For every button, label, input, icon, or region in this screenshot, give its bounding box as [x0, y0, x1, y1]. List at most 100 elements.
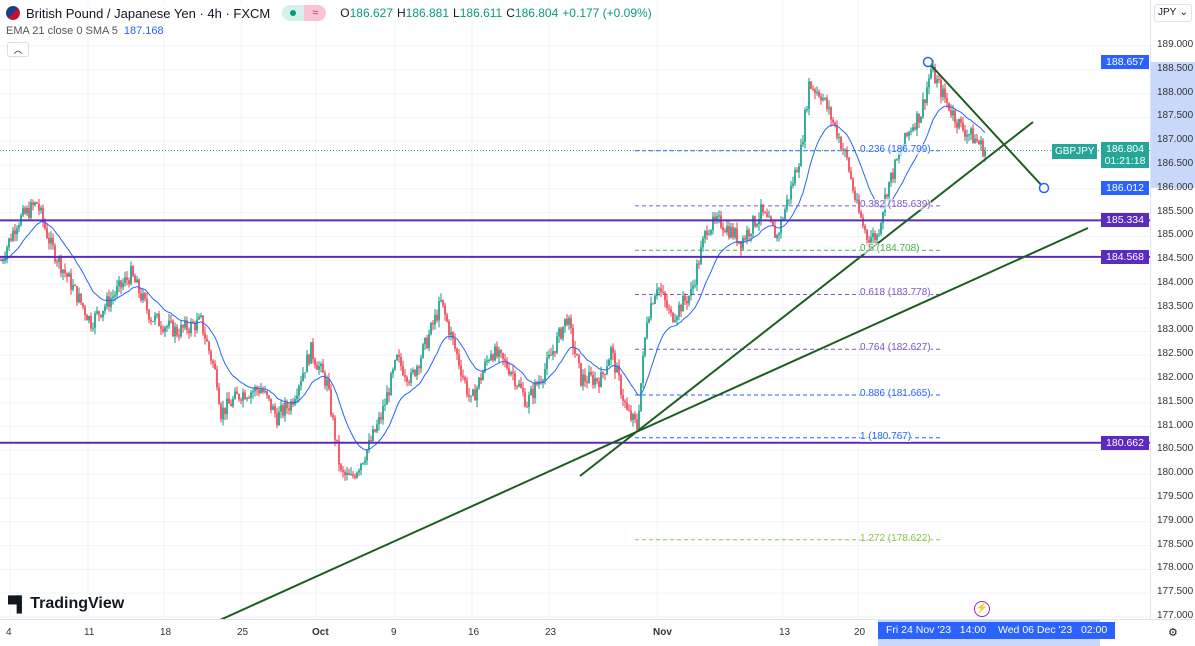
- candle: [694, 279, 696, 289]
- candle: [204, 326, 206, 345]
- candle: [786, 194, 788, 213]
- candle: [712, 212, 714, 235]
- candle: [592, 370, 594, 389]
- candle: [934, 63, 936, 84]
- candle: [880, 221, 882, 236]
- trendline[interactable]: [927, 61, 1045, 189]
- candle: [306, 350, 308, 373]
- candle: [124, 271, 126, 287]
- candle: [150, 316, 152, 325]
- candle: [906, 131, 908, 138]
- trendline[interactable]: [219, 227, 1089, 619]
- candle: [764, 210, 766, 214]
- candle: [812, 85, 814, 92]
- candle: [266, 390, 268, 399]
- candle: [892, 168, 894, 184]
- candle: [30, 198, 32, 220]
- candle: [72, 278, 74, 292]
- candle: [646, 316, 648, 340]
- candle: [836, 120, 838, 140]
- candle: [388, 387, 390, 403]
- candle: [550, 347, 552, 356]
- candle: [366, 449, 368, 466]
- candle: [392, 367, 394, 379]
- trendline-handle[interactable]: [922, 56, 934, 68]
- candle: [200, 313, 202, 319]
- candle: [722, 222, 724, 237]
- candle: [182, 324, 184, 333]
- candle: [210, 349, 212, 365]
- settings-icon[interactable]: ⚙: [1168, 627, 1178, 639]
- candle: [290, 398, 292, 415]
- candle: [538, 374, 540, 389]
- trendline-handle[interactable]: [1038, 182, 1050, 194]
- candle: [740, 240, 742, 256]
- time-range-end: Wed 06 Dec '23 02:00: [990, 622, 1116, 639]
- trendline[interactable]: [579, 121, 1034, 477]
- candle: [180, 320, 182, 339]
- chevron-down-icon: ⌄: [1179, 7, 1188, 18]
- price-chart[interactable]: [0, 0, 1150, 619]
- candle: [454, 333, 456, 352]
- fib-level-label: 0.382 (185.639): [860, 198, 931, 210]
- price-tick: 177.500: [1157, 586, 1194, 598]
- candle: [920, 116, 922, 124]
- candle: [346, 466, 348, 481]
- candle: [302, 367, 304, 382]
- candle: [88, 315, 90, 324]
- candle: [644, 337, 646, 358]
- indicator-legend[interactable]: EMA 21 close 0 SMA 5 187.168: [6, 25, 164, 37]
- candle: [800, 138, 802, 167]
- market-open-icon: [282, 5, 305, 21]
- candle: [96, 306, 98, 316]
- price-tick: 180.500: [1157, 443, 1194, 455]
- candle: [238, 393, 240, 402]
- candle: [364, 456, 366, 466]
- candle: [134, 273, 136, 283]
- candle: [572, 323, 574, 355]
- candle: [216, 365, 218, 391]
- collapse-legend-button[interactable]: ︿: [7, 42, 29, 57]
- tradingview-logo[interactable]: ▀▌ TradingView: [8, 595, 125, 613]
- fib-level-label: 1 (180.767): [860, 430, 912, 442]
- currency-select[interactable]: JPY ⌄: [1154, 4, 1192, 22]
- candle: [408, 379, 410, 386]
- candle: [394, 359, 396, 372]
- lightning-event-icon[interactable]: ⚡: [974, 601, 990, 617]
- candle: [622, 388, 624, 406]
- fib-level-label: 0.764 (182.627): [860, 342, 931, 354]
- candle: [450, 326, 452, 341]
- candle: [144, 292, 146, 302]
- candle: [244, 389, 246, 400]
- candle: [942, 84, 944, 101]
- candle: [496, 341, 498, 359]
- ema-line[interactable]: [0, 105, 986, 451]
- price-tick: 184.500: [1157, 253, 1194, 265]
- candle: [848, 156, 850, 174]
- candle: [918, 113, 920, 128]
- candle: [506, 357, 508, 370]
- candle: [568, 315, 570, 330]
- candle: [62, 269, 64, 281]
- candle: [890, 172, 892, 188]
- candle: [102, 310, 104, 322]
- candle: [226, 392, 228, 420]
- price-tick: 188.000: [1157, 86, 1194, 98]
- candle: [936, 74, 938, 88]
- candle: [202, 315, 204, 336]
- candle: [370, 435, 372, 442]
- candle: [246, 396, 248, 402]
- candle: [434, 309, 436, 330]
- candle: [272, 403, 274, 411]
- candle: [752, 215, 754, 238]
- market-status[interactable]: ≈: [282, 5, 327, 21]
- candle: [604, 373, 606, 381]
- candle: [962, 117, 964, 133]
- candle: [10, 233, 12, 242]
- candle: [908, 130, 910, 141]
- candle: [814, 87, 816, 100]
- candle: [214, 360, 216, 370]
- candle: [414, 369, 416, 378]
- symbol-title[interactable]: British Pound / Japanese Yen · 4h · FXCM: [26, 5, 271, 21]
- candle: [34, 201, 36, 207]
